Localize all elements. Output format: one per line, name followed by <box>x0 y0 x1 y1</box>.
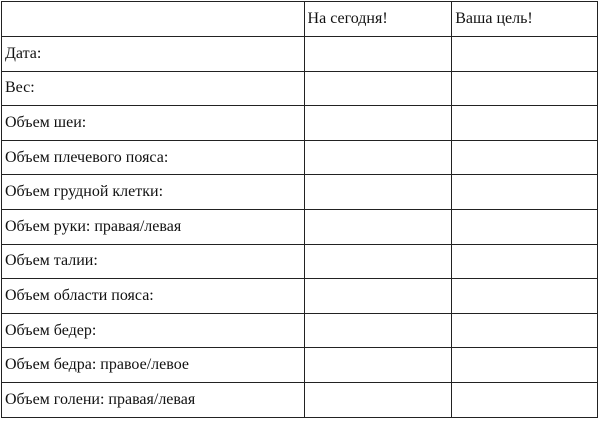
table-row: Дата: <box>1 36 598 72</box>
today-value-cell[interactable] <box>303 105 453 141</box>
row-label: Объем голени: правая/левая <box>1 381 305 418</box>
table-row: Объем шеи: <box>1 105 598 141</box>
today-value-cell[interactable] <box>303 174 453 210</box>
today-value-cell[interactable] <box>303 139 453 176</box>
row-label: Объем руки: правая/левая <box>1 208 305 245</box>
header-goal: Ваша цель! <box>451 1 598 37</box>
goal-value-cell[interactable] <box>451 105 598 141</box>
table-row: Объем талии: <box>1 243 598 280</box>
row-label: Объем бедра: правое/левое <box>1 347 305 383</box>
today-value-cell[interactable] <box>303 278 453 314</box>
header-today: На сегодня! <box>303 1 453 37</box>
goal-value-cell[interactable] <box>451 208 598 245</box>
row-label: Объем бедер: <box>1 312 305 349</box>
today-value-cell[interactable] <box>303 208 453 245</box>
today-value-cell[interactable] <box>303 243 453 280</box>
goal-value-cell[interactable] <box>451 36 598 72</box>
goal-value-cell[interactable] <box>451 174 598 210</box>
goal-value-cell[interactable] <box>451 347 598 383</box>
today-value-cell[interactable] <box>303 36 453 72</box>
table-row: Объем голени: правая/левая <box>1 381 598 418</box>
row-label: Объем области пояса: <box>1 278 305 314</box>
today-value-cell[interactable] <box>303 381 453 418</box>
goal-value-cell[interactable] <box>451 278 598 314</box>
table-row: Объем бедер: <box>1 312 598 349</box>
today-value-cell[interactable] <box>303 312 453 349</box>
today-value-cell[interactable] <box>303 347 453 383</box>
goal-value-cell[interactable] <box>451 312 598 349</box>
row-label: Вес: <box>1 70 305 107</box>
row-label: Объем шеи: <box>1 105 305 141</box>
table-row: Объем руки: правая/левая <box>1 208 598 245</box>
goal-value-cell[interactable] <box>451 70 598 107</box>
measurements-table: На сегодня! Ваша цель! Дата: Вес: Объем ше… <box>1 1 598 418</box>
table-row: Объем области пояса: <box>1 278 598 314</box>
table-row: Объем грудной клетки: <box>1 174 598 210</box>
table-row: Вес: <box>1 70 598 107</box>
today-value-cell[interactable] <box>303 70 453 107</box>
table-row: Объем плечевого пояса: <box>1 139 598 176</box>
row-label: Объем талии: <box>1 243 305 280</box>
goal-value-cell[interactable] <box>451 381 598 418</box>
row-label: Объем грудной клетки: <box>1 174 305 210</box>
row-label: Дата: <box>1 36 305 72</box>
goal-value-cell[interactable] <box>451 243 598 280</box>
table-row: Объем бедра: правое/левое <box>1 347 598 383</box>
goal-value-cell[interactable] <box>451 139 598 176</box>
header-row: На сегодня! Ваша цель! <box>1 1 598 37</box>
row-label: Объем плечевого пояса: <box>1 139 305 176</box>
header-blank-cell <box>1 1 305 37</box>
